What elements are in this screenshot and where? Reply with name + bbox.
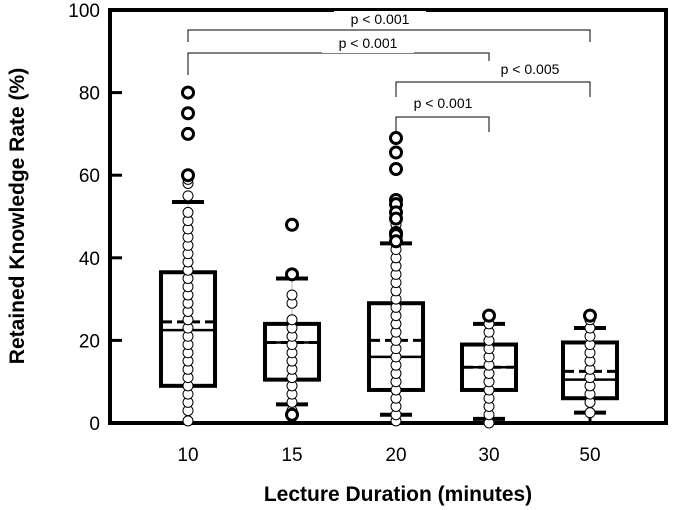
significance-bracket (187, 29, 591, 42)
outlier-point (285, 267, 299, 282)
outlier-point (583, 308, 597, 323)
significance-label-bg (484, 61, 576, 79)
significance-bracket (395, 116, 490, 132)
y-tick-label: 40 (79, 249, 100, 270)
y-axis: 0 20 40 60 80 100 (68, 1, 122, 435)
x-tick-label: 15 (281, 445, 302, 466)
x-tick-label: 50 (579, 445, 600, 466)
outlier-point (181, 126, 195, 141)
points-30 (483, 310, 495, 429)
data-point (182, 190, 194, 202)
data-point (182, 206, 194, 218)
x-tick-label: 30 (478, 445, 499, 466)
y-tick-label: 0 (89, 414, 100, 435)
plot-frame (108, 8, 668, 425)
data-point (584, 407, 596, 419)
points-50 (584, 310, 596, 419)
outliers-50 (583, 308, 597, 323)
significance-label: p < 0.001 (351, 11, 410, 27)
data-point (286, 314, 298, 326)
outlier-point (181, 168, 195, 183)
outlier-point (389, 145, 403, 160)
significance-label-bg (322, 35, 414, 53)
y-tick-label: 60 (79, 166, 100, 187)
y-axis-title: Retained Knowledge Rate (%) (6, 68, 29, 364)
data-point (182, 415, 194, 427)
outlier-point (181, 85, 195, 100)
data-point (286, 289, 298, 301)
outlier-point (482, 308, 496, 323)
outliers-20 (389, 131, 403, 249)
x-axis-title: Lecture Duration (minutes) (264, 483, 532, 506)
outlier-point (389, 234, 403, 249)
outlier-point (285, 217, 299, 232)
y-tick-label: 100 (68, 1, 100, 22)
y-tick-label: 20 (79, 331, 100, 352)
outlier-point (389, 162, 403, 177)
significance-bracket (187, 52, 490, 75)
x-axis: 10 15 20 30 50 (177, 412, 601, 466)
significance-brackets: p < 0.001 p < 0.001 p < 0.005 p < 0.001 (187, 11, 591, 132)
outlier-point (285, 407, 299, 422)
outliers-30 (482, 308, 496, 323)
significance-label-bg (397, 95, 489, 113)
outliers-10 (181, 85, 195, 183)
outlier-point (181, 106, 195, 121)
outlier-point (389, 211, 403, 226)
boxes (159, 85, 619, 429)
y-tick-label: 80 (79, 84, 100, 105)
significance-label: p < 0.005 (501, 61, 560, 77)
points-10 (182, 169, 194, 427)
outlier-point (389, 131, 403, 146)
significance-bracket (395, 81, 591, 97)
significance-label: p < 0.001 (339, 35, 398, 51)
outliers-15 (285, 217, 299, 422)
significance-label-bg (334, 11, 426, 29)
x-tick-label: 10 (177, 445, 198, 466)
significance-label: p < 0.001 (414, 95, 473, 111)
x-tick-label: 20 (385, 445, 406, 466)
